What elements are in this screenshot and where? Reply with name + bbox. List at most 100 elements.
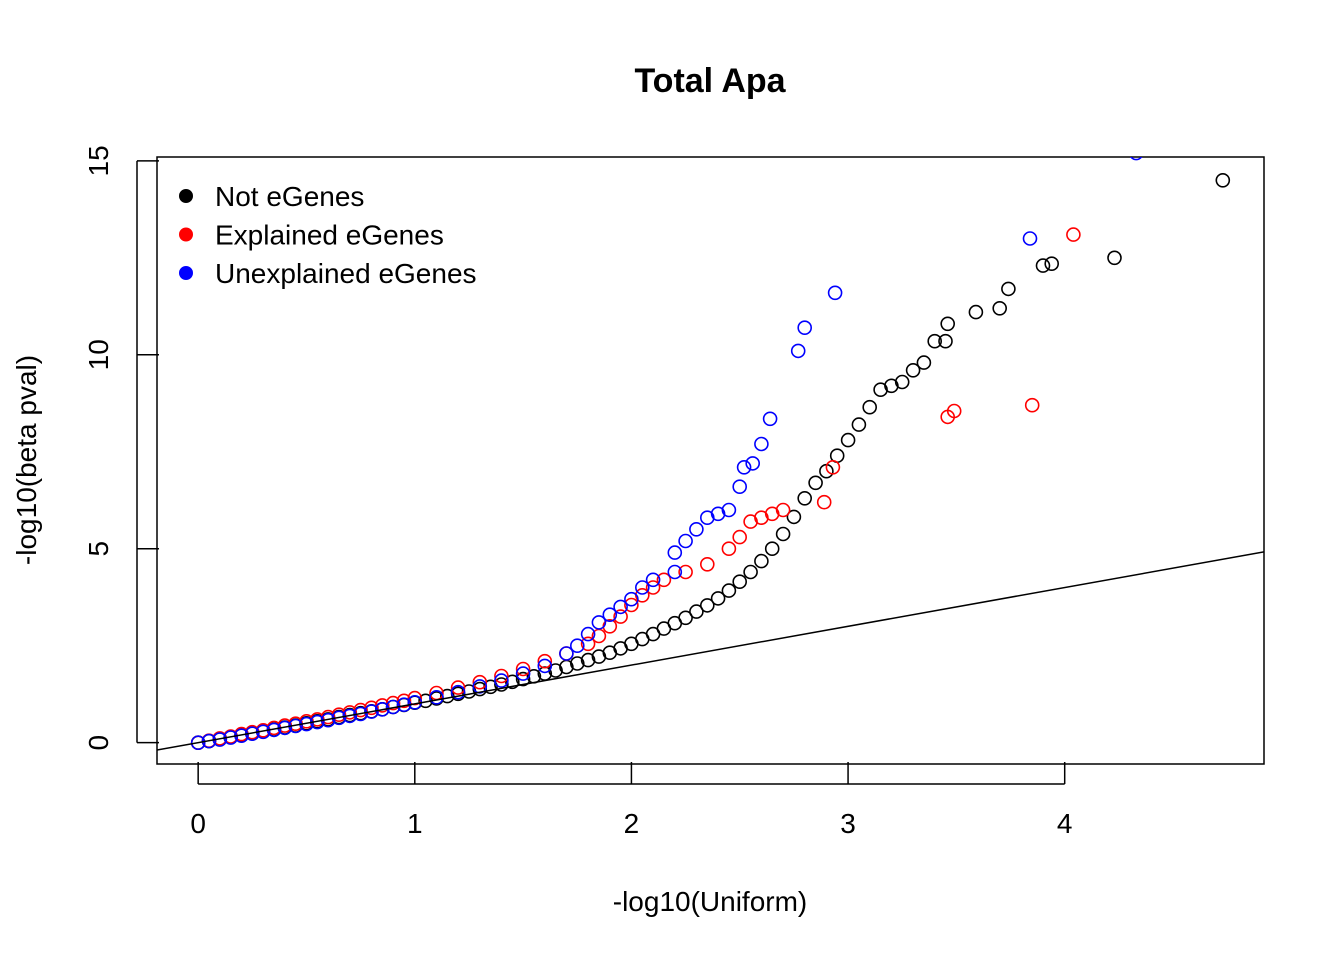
data-point xyxy=(1022,231,1038,246)
data-point xyxy=(450,680,466,695)
x-axis-label: -log10(Uniform) xyxy=(613,886,808,917)
reference-line-layer xyxy=(157,551,1264,751)
data-point xyxy=(645,572,661,588)
data-point xyxy=(797,490,813,506)
data-point xyxy=(736,459,752,475)
data-point xyxy=(1001,281,1016,297)
data-point xyxy=(580,652,596,668)
data-point xyxy=(591,615,607,630)
data-point xyxy=(613,599,628,615)
data-point xyxy=(825,459,841,475)
data-point xyxy=(645,580,661,595)
data-point xyxy=(745,456,761,471)
series-explained-egenes xyxy=(190,227,1081,751)
data-point xyxy=(364,700,379,716)
data-point xyxy=(678,610,693,626)
data-point xyxy=(762,411,778,427)
data-point xyxy=(450,684,466,700)
y-tick-label: 10 xyxy=(83,339,114,370)
data-point xyxy=(494,673,509,688)
data-point xyxy=(624,591,639,607)
data-point xyxy=(827,285,843,301)
data-point xyxy=(732,479,748,495)
data-point xyxy=(678,533,693,549)
data-point xyxy=(721,541,737,557)
data-point xyxy=(721,502,737,518)
data-point xyxy=(667,545,683,560)
data-point xyxy=(342,708,358,724)
legend-label: Unexplained eGenes xyxy=(215,258,477,289)
data-point xyxy=(201,733,217,749)
data-point xyxy=(559,646,574,661)
data-point xyxy=(515,666,531,681)
chart-title: Total Apa xyxy=(634,62,786,100)
data-point xyxy=(764,541,780,557)
data-point xyxy=(699,556,715,572)
data-point xyxy=(656,572,672,588)
data-point xyxy=(938,333,953,349)
legend-label: Not eGenes xyxy=(215,181,364,212)
data-point xyxy=(946,403,962,419)
data-point xyxy=(1130,157,1143,161)
data-point xyxy=(374,698,390,713)
data-point xyxy=(1066,227,1081,242)
data-point xyxy=(429,689,444,705)
data-point xyxy=(667,564,683,580)
data-point xyxy=(396,693,412,709)
legend: Not eGenes Explained eGenes Unexplained eG… xyxy=(179,181,477,289)
y-tick-label: 5 xyxy=(83,541,114,557)
y-tick-label: 0 xyxy=(83,735,114,751)
data-point xyxy=(754,553,769,569)
data-point xyxy=(1024,397,1040,413)
data-point xyxy=(689,604,704,619)
data-point xyxy=(894,374,910,390)
y-axis-label: -log10(beta pval) xyxy=(11,355,42,565)
data-point xyxy=(927,333,943,349)
data-point xyxy=(862,399,878,415)
data-point xyxy=(331,710,347,726)
data-point xyxy=(790,343,806,359)
data-point xyxy=(385,695,401,711)
data-point xyxy=(515,671,531,687)
data-point xyxy=(699,598,715,613)
data-point xyxy=(678,564,693,580)
data-point xyxy=(1035,258,1051,273)
data-point xyxy=(721,583,737,598)
data-point xyxy=(775,502,791,518)
data-point xyxy=(190,735,206,751)
data-point xyxy=(613,609,628,624)
data-point xyxy=(374,701,390,717)
x-tick-label: 3 xyxy=(840,808,856,839)
x-tick-label: 1 xyxy=(407,808,423,839)
data-point xyxy=(1215,173,1231,188)
data-point xyxy=(494,677,509,692)
data-point xyxy=(569,638,585,654)
points-layer xyxy=(190,157,1231,751)
y-tick-label: 15 xyxy=(83,145,114,176)
data-point xyxy=(968,304,984,320)
legend-marker xyxy=(179,189,193,203)
data-point xyxy=(472,674,488,690)
data-point xyxy=(840,432,856,448)
data-point xyxy=(754,436,769,452)
data-point xyxy=(689,521,704,537)
data-point xyxy=(602,607,618,623)
data-point xyxy=(537,658,553,674)
data-point xyxy=(916,355,932,370)
plot-frame xyxy=(156,156,1265,765)
data-point xyxy=(494,668,509,684)
data-point xyxy=(940,316,956,332)
data-point xyxy=(580,636,596,652)
data-point xyxy=(1044,256,1059,272)
data-point xyxy=(775,526,791,542)
data-point xyxy=(537,653,553,669)
data-point xyxy=(816,494,832,510)
data-point xyxy=(797,320,813,336)
data-point xyxy=(743,564,758,580)
data-point xyxy=(624,597,639,613)
legend-marker xyxy=(179,266,193,280)
reference-line xyxy=(157,551,1264,751)
legend-marker xyxy=(179,227,193,242)
x-tick-label: 2 xyxy=(624,808,640,839)
